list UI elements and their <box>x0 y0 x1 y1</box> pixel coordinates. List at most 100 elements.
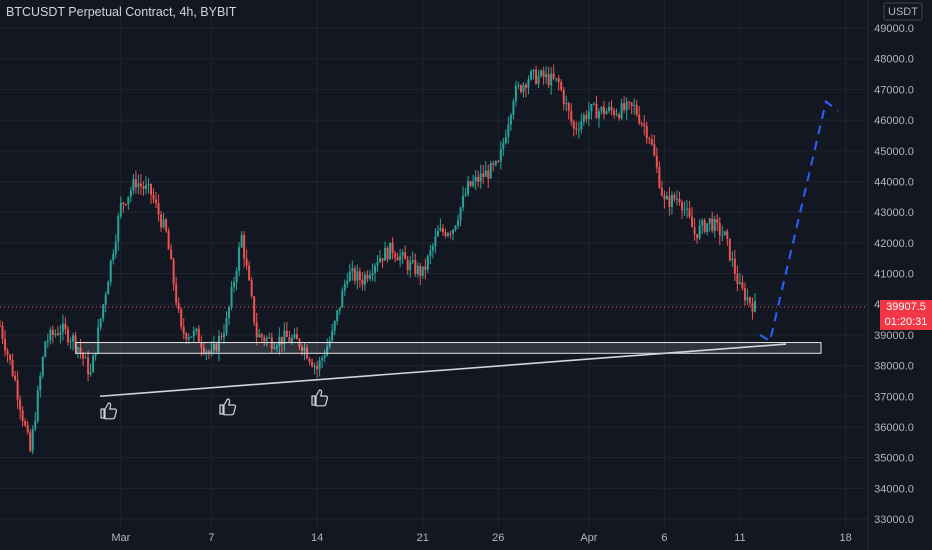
time-tick-label: 11 <box>734 532 745 544</box>
candle-body <box>743 288 746 301</box>
candle-body <box>567 103 570 111</box>
time-tick-label: 18 <box>839 532 851 544</box>
candle-body <box>373 265 376 273</box>
candle-body <box>655 155 658 168</box>
candle-body <box>31 428 34 451</box>
candle-body <box>94 353 97 356</box>
candle-body <box>524 84 527 88</box>
candle-body <box>298 339 301 347</box>
candle-body <box>592 103 595 105</box>
time-tick-label: 6 <box>661 532 667 544</box>
candle-body <box>54 333 57 335</box>
candle-body <box>421 266 424 276</box>
candle-body <box>185 333 188 340</box>
thumbs-up-shape <box>311 389 329 407</box>
candle-body <box>381 258 384 261</box>
candle-body <box>726 231 729 239</box>
candle-body <box>29 432 32 451</box>
candle-body <box>134 179 137 188</box>
candle-body <box>502 143 505 150</box>
time-tick-label: 7 <box>208 532 214 544</box>
candle-body <box>152 194 155 200</box>
candle-body <box>109 260 112 282</box>
candle-body <box>39 376 42 391</box>
candle-body <box>693 227 696 235</box>
candle-body <box>200 342 203 348</box>
candle-body <box>253 296 256 323</box>
candle-body <box>321 357 324 361</box>
candle-body <box>331 330 334 341</box>
support-zone <box>75 342 822 354</box>
candle-body <box>165 219 168 231</box>
candle-body <box>328 340 331 347</box>
candle-body <box>71 335 74 342</box>
price-tick-label: 49000.0 <box>874 23 914 35</box>
candle-body <box>728 238 731 261</box>
candle-body <box>212 343 215 351</box>
price-tick-label: 39000.0 <box>874 330 914 342</box>
candle-body <box>77 347 80 349</box>
candle-body <box>464 194 467 196</box>
candle-body <box>459 207 462 221</box>
candle-body <box>492 163 495 165</box>
candle-body <box>177 303 180 310</box>
candle-body <box>41 357 44 377</box>
candle-body <box>643 123 646 126</box>
time-scale[interactable]: Mar 7 14 21 26 Apr 6 11 18 <box>111 532 851 544</box>
candle-body <box>452 229 454 234</box>
candle-body <box>404 252 407 260</box>
candle-body <box>426 256 429 270</box>
candle-body <box>409 261 412 270</box>
candle-body <box>454 225 457 230</box>
candle-body <box>250 280 253 297</box>
candle-body <box>263 337 266 341</box>
currency-label-box <box>883 2 923 21</box>
candle-body <box>290 337 293 342</box>
bar-countdown: 01:20:31 <box>884 316 928 328</box>
candle-body <box>308 358 311 362</box>
candle-body <box>215 343 218 352</box>
candle-body <box>162 219 165 228</box>
candle-body <box>6 350 9 355</box>
candle-body <box>718 222 721 236</box>
candle-body <box>102 304 105 319</box>
candle-body <box>182 326 185 334</box>
candle-body <box>562 89 565 105</box>
candle-body <box>477 177 480 182</box>
candle-body <box>585 115 588 119</box>
candle-body <box>457 220 460 226</box>
candle-body <box>127 196 130 205</box>
candle-body <box>376 262 379 266</box>
candle-body <box>429 250 432 257</box>
candle-body <box>600 106 603 112</box>
candle-body <box>532 69 535 72</box>
candle-body <box>379 258 382 263</box>
candle-body <box>530 71 533 80</box>
candle-body <box>623 103 626 111</box>
candle-body <box>114 241 117 255</box>
price-tick-label: 42000.0 <box>874 238 914 250</box>
candle-body <box>650 139 653 145</box>
candle-body <box>124 204 127 206</box>
candle-body <box>175 284 178 304</box>
candle-body <box>670 194 673 207</box>
candle-body <box>449 233 452 235</box>
symbol-title[interactable]: BTCUSDT Perpetual Contract, 4h, BYBIT <box>6 5 237 19</box>
candle-body <box>696 234 699 239</box>
candle-body <box>87 357 90 375</box>
candle-body <box>618 114 621 119</box>
thumbs-up-icon <box>219 398 237 416</box>
candle-body <box>368 275 371 279</box>
candle-body <box>527 79 530 88</box>
candle-body <box>436 230 439 237</box>
candle-body <box>205 351 208 353</box>
candle-body <box>625 101 628 111</box>
candle-body <box>243 234 246 259</box>
candle-body <box>711 218 714 231</box>
price-tick-label: 33000.0 <box>874 514 914 526</box>
candle-body <box>698 225 701 239</box>
candle-body <box>238 247 241 272</box>
candle-body <box>230 286 233 307</box>
candle-body <box>346 280 349 284</box>
